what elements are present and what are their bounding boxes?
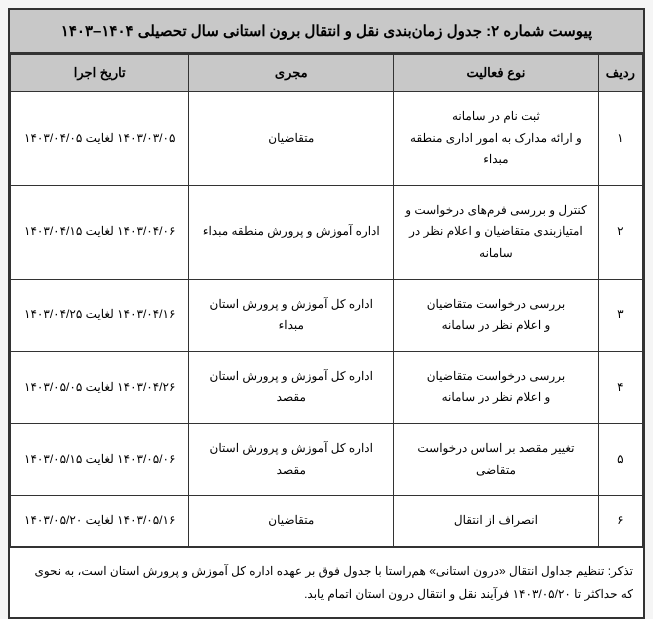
cell-activity: تغییر مقصد بر اساس درخواست متقاضی	[394, 423, 599, 495]
cell-row-num: ۶	[598, 496, 642, 547]
table-body: ۱ ثبت نام در سامانهو ارائه مدارک به امور…	[11, 92, 643, 547]
cell-row-num: ۲	[598, 185, 642, 279]
schedule-table: ردیف نوع فعالیت مجری تاریخ اجرا ۱ ثبت نا…	[10, 54, 643, 547]
cell-executor: اداره کل آموزش و پرورش استان مبداء	[189, 279, 394, 351]
cell-row-num: ۵	[598, 423, 642, 495]
header-executor: مجری	[189, 55, 394, 92]
header-row-num: ردیف	[598, 55, 642, 92]
cell-date: ۱۴۰۳/۰۴/۱۶ لغایت ۱۴۰۳/۰۴/۲۵	[11, 279, 189, 351]
cell-date: ۱۴۰۳/۰۳/۰۵ لغایت ۱۴۰۳/۰۴/۰۵	[11, 92, 189, 186]
cell-date: ۱۴۰۳/۰۴/۰۶ لغایت ۱۴۰۳/۰۴/۱۵	[11, 185, 189, 279]
cell-row-num: ۴	[598, 351, 642, 423]
footer-note: تذکر: تنظیم جداول انتقال «درون استانی» ه…	[10, 547, 643, 618]
cell-row-num: ۳	[598, 279, 642, 351]
cell-activity: کنترل و بررسی فرم‌های درخواست و امتیازبن…	[394, 185, 599, 279]
header-activity: نوع فعالیت	[394, 55, 599, 92]
header-date: تاریخ اجرا	[11, 55, 189, 92]
cell-row-num: ۱	[598, 92, 642, 186]
table-row: ۲ کنترل و بررسی فرم‌های درخواست و امتیاز…	[11, 185, 643, 279]
cell-activity: بررسی درخواست متقاضیانو اعلام نظر در سام…	[394, 351, 599, 423]
table-row: ۵ تغییر مقصد بر اساس درخواست متقاضی ادار…	[11, 423, 643, 495]
table-title: پیوست شماره ۲: جدول زمان‌بندی نقل و انتق…	[10, 10, 643, 54]
cell-date: ۱۴۰۳/۰۵/۱۶ لغایت ۱۴۰۳/۰۵/۲۰	[11, 496, 189, 547]
cell-activity: بررسی درخواست متقاضیانو اعلام نظر در سام…	[394, 279, 599, 351]
table-row: ۶ انصراف از انتقال متقاضیان ۱۴۰۳/۰۵/۱۶ ل…	[11, 496, 643, 547]
cell-executor: اداره کل آموزش و پرورش استان مقصد	[189, 351, 394, 423]
table-row: ۳ بررسی درخواست متقاضیانو اعلام نظر در س…	[11, 279, 643, 351]
cell-activity: ثبت نام در سامانهو ارائه مدارک به امور ا…	[394, 92, 599, 186]
cell-executor: متقاضیان	[189, 496, 394, 547]
table-row: ۱ ثبت نام در سامانهو ارائه مدارک به امور…	[11, 92, 643, 186]
cell-executor: متقاضیان	[189, 92, 394, 186]
cell-date: ۱۴۰۳/۰۵/۰۶ لغایت ۱۴۰۳/۰۵/۱۵	[11, 423, 189, 495]
table-row: ۴ بررسی درخواست متقاضیانو اعلام نظر در س…	[11, 351, 643, 423]
header-row: ردیف نوع فعالیت مجری تاریخ اجرا	[11, 55, 643, 92]
cell-activity: انصراف از انتقال	[394, 496, 599, 547]
schedule-table-container: پیوست شماره ۲: جدول زمان‌بندی نقل و انتق…	[8, 8, 645, 619]
cell-executor: اداره آموزش و پرورش منطقه مبداء	[189, 185, 394, 279]
cell-executor: اداره کل آموزش و پرورش استان مقصد	[189, 423, 394, 495]
cell-date: ۱۴۰۳/۰۴/۲۶ لغایت ۱۴۰۳/۰۵/۰۵	[11, 351, 189, 423]
